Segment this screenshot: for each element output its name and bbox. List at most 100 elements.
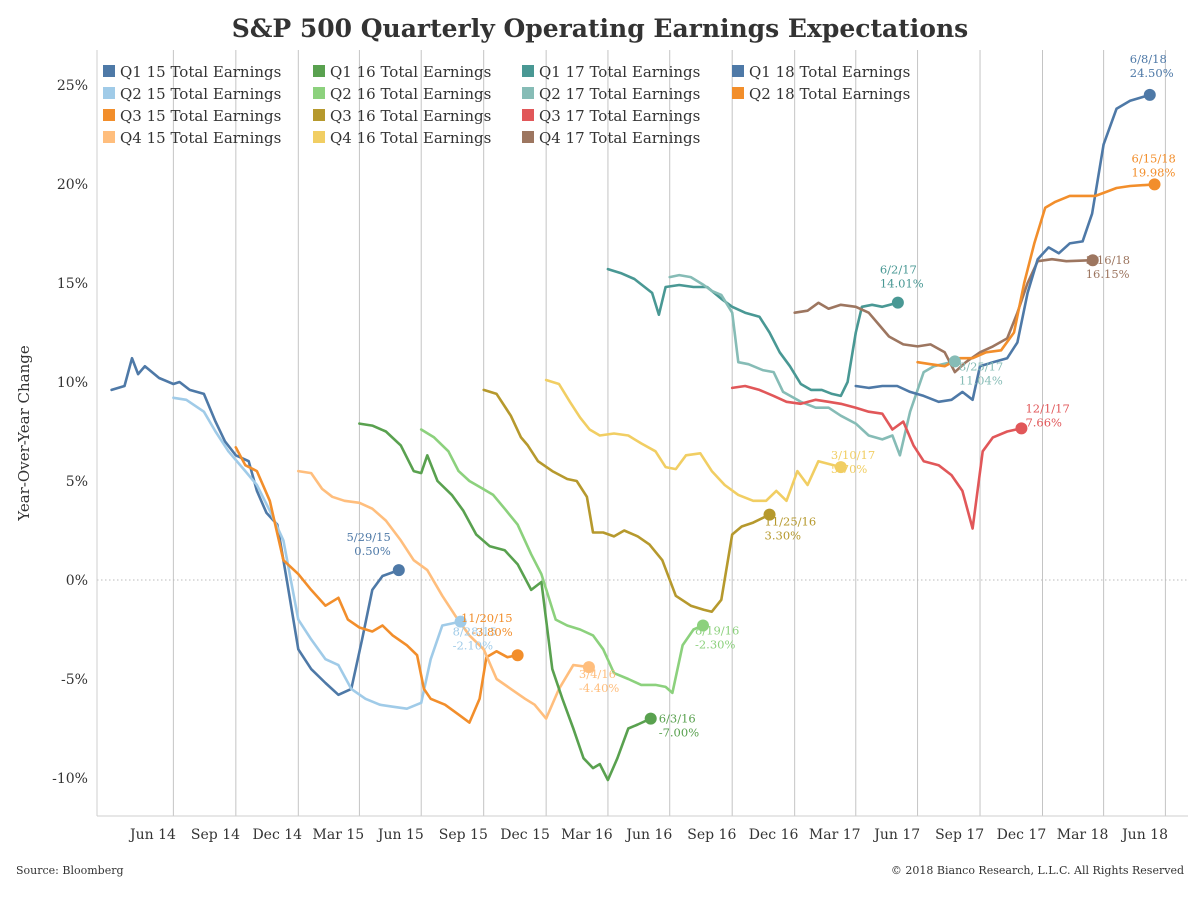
legend-swatch (522, 131, 534, 143)
legend-label: Q2 18 Total Earnings (749, 85, 910, 103)
end-value-label: 14.01% (880, 277, 924, 291)
legend-swatch (522, 109, 534, 121)
series-line (482, 388, 771, 614)
legend: Q1 15 Total Earnings Q2 15 Total Earnings… (103, 63, 910, 147)
end-date-label: 6/3/16 (659, 712, 696, 726)
end-date-label: 3/4/16 (579, 667, 616, 681)
series-end-marker (582, 661, 595, 674)
end-value-label: -2.10% (453, 639, 493, 653)
series-line (234, 445, 519, 724)
x-tick-label: Dec 15 (500, 827, 550, 843)
end-date-label: 6/2/17 (880, 263, 917, 277)
legend-swatch (732, 65, 744, 77)
legend-swatch (103, 109, 115, 121)
legend-swatch (522, 87, 534, 99)
legend-label: Q2 17 Total Earnings (539, 85, 700, 103)
legend-label: Q1 15 Total Earnings (120, 63, 281, 81)
end-value-label: -7.00% (659, 726, 699, 740)
x-tick-label: Mar 15 (313, 827, 365, 843)
series-end-marker (392, 564, 405, 577)
x-tick-label: Dec 17 (997, 827, 1047, 843)
end-value-label: 0.50% (354, 544, 391, 558)
legend-swatch (103, 131, 115, 143)
x-tick-label: Mar 18 (1057, 827, 1109, 843)
x-tick-label: Sep 16 (687, 827, 736, 843)
series-end-marker (1015, 422, 1028, 435)
series-end-marker (644, 712, 657, 725)
legend-label: Q1 16 Total Earnings (330, 63, 491, 81)
series-end-marker (1086, 254, 1099, 267)
end-value-label: 24.50% (1130, 66, 1174, 80)
end-date-label: 12/1/17 (1025, 401, 1069, 415)
x-tick-label: Jun 14 (128, 827, 176, 843)
end-value-label: -3.80% (472, 625, 512, 639)
marker-layer (392, 88, 1161, 725)
series-end-marker (511, 649, 524, 662)
y-tick-label: -10% (52, 771, 88, 787)
x-tick-label: Sep 15 (439, 827, 488, 843)
legend-swatch (313, 109, 325, 121)
legend-label: Q4 17 Total Earnings (539, 129, 700, 147)
x-tick-label: Jun 18 (1120, 827, 1168, 843)
legend-swatch (313, 65, 325, 77)
series-line (668, 273, 957, 457)
end-date-label: 8/19/16 (695, 624, 739, 638)
x-tick-label: Jun 15 (376, 827, 424, 843)
source-note: Source: Bloomberg (16, 864, 124, 877)
end-date-label: 8/28/15 (453, 625, 497, 639)
end-value-label: 11.04% (959, 373, 1003, 387)
series-line (358, 422, 653, 782)
end-date-label: 6/15/18 (1132, 151, 1176, 165)
legend-swatch (313, 131, 325, 143)
y-tick-label: 5% (66, 474, 88, 490)
series-end-marker (1143, 88, 1156, 101)
series-end-marker (891, 296, 904, 309)
legend-swatch (732, 87, 744, 99)
end-value-label: 19.98% (1132, 165, 1176, 179)
x-tick-label: Jun 16 (624, 827, 672, 843)
series-line (544, 378, 843, 503)
end-value-label: 3.30% (765, 529, 802, 543)
end-value-label: 7.66% (1025, 415, 1062, 429)
y-tick-label: 20% (57, 177, 88, 193)
series-end-marker (763, 508, 776, 521)
end-value-label: -4.40% (579, 681, 619, 695)
series-line (793, 257, 1094, 374)
legend-label: Q4 16 Total Earnings (330, 129, 491, 147)
end-date-label: 5/29/15 (346, 530, 390, 544)
legend-label: Q3 17 Total Earnings (539, 107, 700, 125)
series-line (419, 428, 705, 695)
legend-swatch (522, 65, 534, 77)
y-tick-label: 0% (66, 573, 88, 589)
series-line (606, 267, 900, 398)
x-tick-label: Jun 17 (872, 827, 920, 843)
annotation-layer: 5/29/150.50% 8/28/15-2.10% 11/20/15-3.80% 3… (346, 52, 1175, 740)
legend-label: Q3 16 Total Earnings (330, 107, 491, 125)
x-tick-label: Dec 16 (749, 827, 799, 843)
x-tick-label: Sep 14 (191, 827, 240, 843)
end-value-label: -2.30% (695, 638, 735, 652)
legend-swatch (313, 87, 325, 99)
series-line (172, 396, 462, 711)
end-date-label: 8/25/17 (959, 359, 1003, 373)
end-date-label: 6/8/18 (1130, 52, 1167, 66)
series-end-marker (1148, 178, 1161, 191)
chart-title: S&P 500 Quarterly Operating Earnings Exp… (231, 14, 969, 43)
series-line (110, 356, 401, 697)
legend-swatch (103, 87, 115, 99)
y-tick-label: 10% (57, 375, 88, 391)
x-tick-label: Mar 16 (561, 827, 613, 843)
legend-label: Q3 15 Total Earnings (120, 107, 281, 125)
series-end-marker (454, 615, 467, 628)
series-end-marker (834, 461, 847, 474)
legend-label: Q2 15 Total Earnings (120, 85, 281, 103)
series-end-marker (948, 355, 961, 368)
legend-label: Q2 16 Total Earnings (330, 85, 491, 103)
end-date-label: 3/16/18 (1086, 253, 1130, 267)
end-date-label: 3/10/17 (831, 448, 875, 462)
copyright-note: © 2018 Bianco Research, L.L.C. All Right… (890, 864, 1184, 877)
end-value-label: 16.15% (1086, 267, 1130, 281)
x-tick-label: Dec 14 (252, 827, 302, 843)
grid-layer (97, 50, 1188, 816)
axis-layer: -10% -5% 0% 5% 10% 15% 20% 25% Jun 14 Sep 14 Dec 1… (15, 50, 1188, 843)
